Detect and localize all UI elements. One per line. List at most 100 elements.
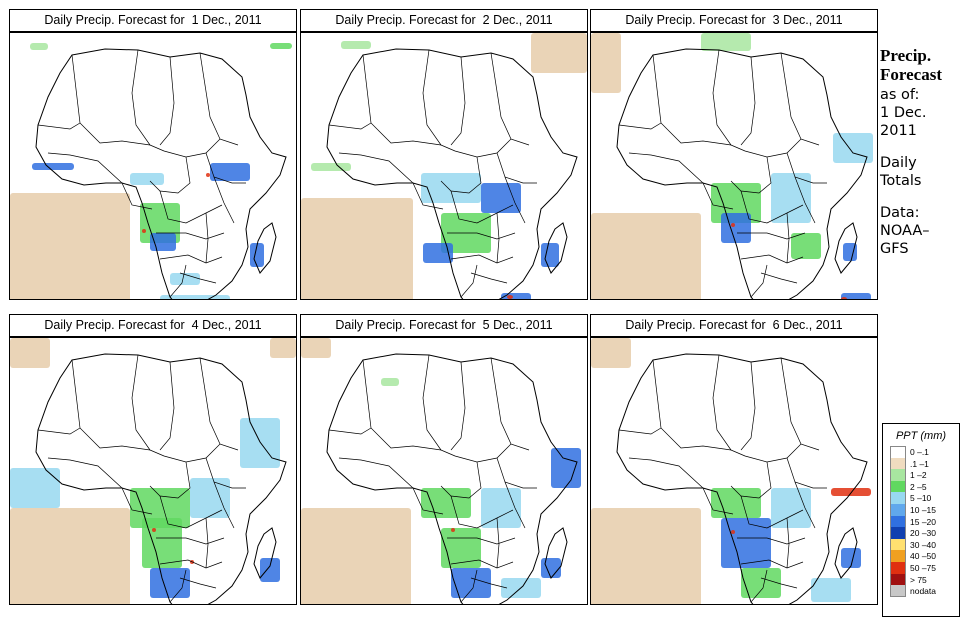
precip-area (206, 173, 210, 177)
country-border (786, 517, 790, 569)
legend-item: 2 –5 (883, 480, 959, 493)
legend-label: 20 –30 (910, 528, 936, 539)
country-border (740, 190, 804, 224)
africa-map (591, 33, 873, 299)
forecast-panel-1: Daily Precip. Forecast for 1 Dec., 2011 (9, 9, 297, 300)
legend-label: nodata (910, 586, 936, 597)
precip-area (451, 528, 455, 532)
country-border (121, 182, 153, 210)
country-border (786, 457, 827, 489)
country-border (156, 232, 225, 240)
country-border (159, 495, 223, 529)
country-border (618, 122, 662, 130)
country-border (450, 495, 514, 529)
country-border (730, 461, 772, 499)
africa-map (10, 338, 296, 604)
precip-area (841, 293, 871, 299)
precip-area (150, 233, 176, 251)
coastline (326, 48, 578, 299)
country-border (450, 361, 466, 451)
country-border (440, 138, 530, 158)
precip-area (10, 193, 130, 299)
country-border (496, 212, 500, 264)
precip-area (831, 488, 871, 496)
precip-area (591, 508, 701, 604)
country-border (179, 577, 217, 589)
precip-area (240, 418, 280, 468)
country-border (179, 272, 217, 284)
country-border (460, 569, 478, 603)
country-border (121, 487, 153, 515)
country-border (504, 481, 526, 529)
legend-swatch (890, 550, 906, 562)
country-border (450, 56, 466, 146)
precip-map[interactable] (9, 337, 297, 605)
country-border (213, 481, 235, 529)
country-border (440, 461, 482, 499)
info-title-line1: Precip. (880, 46, 932, 65)
info-date-line2: 2011 (880, 123, 917, 139)
legend-label: 30 –40 (910, 539, 936, 550)
legend-swatch (890, 446, 906, 458)
africa-map (301, 33, 587, 299)
legend-swatch (890, 503, 906, 516)
precip-area (843, 243, 857, 261)
coastline (326, 353, 578, 604)
country-border (750, 264, 768, 298)
country-border (760, 577, 798, 589)
panel-title: Daily Precip. Forecast for 6 Dec., 2011 (590, 314, 878, 337)
country-border (205, 152, 246, 184)
country-border (199, 357, 221, 445)
country-border (786, 152, 827, 184)
africa-map (591, 338, 871, 604)
madagascar-outline (253, 527, 277, 579)
precip-area (30, 43, 48, 50)
precip-area (451, 568, 491, 598)
precip-area (301, 338, 331, 358)
legend-item: 50 –75 (883, 561, 959, 574)
country-border (131, 354, 151, 451)
legend-swatch (890, 573, 906, 586)
precip-map[interactable] (590, 32, 878, 300)
country-border (618, 427, 662, 435)
country-border (169, 569, 187, 603)
country-border (652, 54, 732, 146)
legend-swatch (890, 527, 906, 539)
precip-area (152, 528, 156, 532)
precip-area (531, 33, 587, 73)
country-border (786, 212, 790, 264)
precip-area (421, 173, 481, 203)
country-border (199, 52, 221, 140)
precip-area (311, 163, 351, 171)
country-border (205, 212, 209, 264)
country-border (496, 517, 500, 569)
legend-swatch (890, 585, 906, 597)
country-border (628, 152, 704, 184)
precip-map[interactable] (9, 32, 297, 300)
legend-item: > 75 (883, 573, 959, 586)
precip-map[interactable] (590, 337, 878, 605)
precip-area (260, 558, 280, 582)
africa-map (301, 338, 581, 604)
legend-label: 0 –.1 (910, 447, 929, 457)
coastline (616, 48, 868, 299)
precip-area (741, 568, 781, 598)
legend-item: 1 –2 (883, 469, 959, 481)
forecast-panel-6: Daily Precip. Forecast for 6 Dec., 2011 (590, 314, 878, 605)
country-border (338, 457, 414, 489)
precip-area (507, 295, 513, 299)
panel-title: Daily Precip. Forecast for 5 Dec., 2011 (300, 314, 588, 337)
country-border (460, 264, 478, 298)
country-border (740, 56, 756, 146)
legend-item: 0 –.1 (883, 446, 959, 458)
country-border (169, 264, 187, 298)
country-border (71, 54, 151, 146)
country-border (159, 361, 175, 451)
precip-map[interactable] (300, 32, 588, 300)
country-border (496, 152, 537, 184)
legend-item: 20 –30 (883, 527, 959, 539)
precip-map[interactable] (300, 337, 588, 605)
country-border (450, 559, 514, 569)
country-border (470, 272, 508, 284)
info-period-line2: Totals (880, 173, 922, 189)
